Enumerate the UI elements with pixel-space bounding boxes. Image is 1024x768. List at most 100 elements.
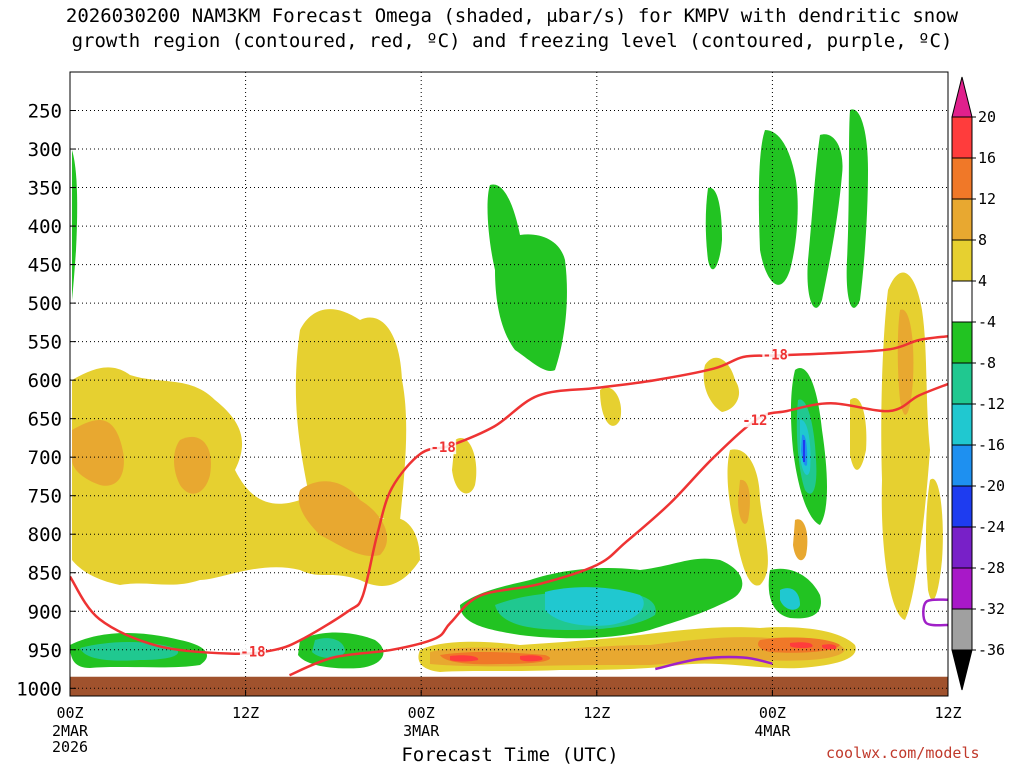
omega-region: [174, 436, 211, 494]
y-tick-label: 850: [28, 563, 62, 585]
credit-link[interactable]: coolwx.com/models: [826, 744, 980, 762]
colorbar-swatch: [951, 157, 973, 200]
plot-frame: [69, 71, 949, 697]
colorbar-swatch: [951, 280, 973, 323]
omega-region: [295, 309, 407, 520]
y-tick-label: 600: [28, 370, 62, 392]
y-tick-label: 500: [28, 293, 62, 315]
colorbar-bottom-arrow: [951, 649, 973, 691]
x-tick-label: 00Z: [56, 704, 83, 722]
colorbar-swatch: [951, 526, 973, 569]
omega-region: [703, 357, 740, 412]
omega-region: [600, 387, 622, 426]
y-tick-label: 250: [28, 101, 62, 123]
y-tick-label: 650: [28, 409, 62, 431]
omega-region: [705, 187, 722, 270]
contour-label: -18: [763, 348, 788, 364]
omega-region: [738, 479, 750, 524]
omega-region: [758, 130, 798, 285]
x-tick-label: 00Z: [759, 704, 786, 722]
colorbar-swatch: [951, 567, 973, 610]
colorbar: 20 16 12 8 4 -4 -8 -12 -16 -20 -24 -28 -32 -36: [951, 76, 1005, 691]
colorbar-label: 12: [978, 190, 996, 208]
omega-region: [487, 184, 567, 371]
omega-region: [80, 642, 179, 661]
contour-label-bg: [239, 643, 266, 659]
colorbar-label: -4: [978, 313, 996, 331]
omega-region: [790, 642, 813, 649]
colorbar-label: 20: [978, 108, 996, 126]
omega-region: [450, 655, 479, 662]
x-date-label: 4MAR: [754, 722, 791, 740]
y-tick-label: 350: [28, 178, 62, 200]
colorbar-swatch: [951, 608, 973, 651]
contour-label-bg: [741, 412, 768, 428]
y-tick-label: 750: [28, 486, 62, 508]
y-axis: 250 300 350 400 450 500 550 600 650 700 750 800 850 9…: [16, 101, 76, 700]
omega-region: [925, 478, 943, 600]
colorbar-swatch: [951, 444, 973, 487]
y-tick-label: 300: [28, 139, 62, 161]
omega-region: [452, 438, 477, 494]
colorbar-label: 4: [978, 272, 987, 290]
colorbar-label: -28: [978, 559, 1005, 577]
colorbar-label: 16: [978, 149, 996, 167]
y-tick-label: 950: [28, 640, 62, 662]
colorbar-swatch: [951, 198, 973, 241]
x-date-label: 2MAR: [52, 722, 89, 740]
y-tick-label: 450: [28, 255, 62, 277]
contour-label-bg: [430, 439, 457, 455]
omega-region: [881, 272, 930, 620]
colorbar-label: -36: [978, 641, 1005, 659]
omega-region: [803, 440, 805, 462]
x-axis-title: Forecast Time (UTC): [401, 744, 619, 766]
colorbar-swatch: [951, 239, 973, 282]
y-tick-label: 900: [28, 601, 62, 623]
title-line-1: 2026030200 NAM3KM Forecast Omega (shaded…: [65, 5, 959, 27]
x-date-label: 3MAR: [403, 722, 440, 740]
colorbar-swatch: [951, 116, 973, 159]
colorbar-label: 8: [978, 231, 987, 249]
omega-region: [312, 638, 345, 658]
omega-region: [545, 587, 644, 626]
contour-line: [922, 598, 948, 627]
chart-title: 2026030200 NAM3KM Forecast Omega (shaded…: [0, 4, 1024, 54]
colorbar-label: -8: [978, 354, 996, 372]
omega-region: [807, 134, 843, 308]
colorbar-swatch: [951, 321, 973, 364]
omega-region: [72, 420, 124, 486]
x-tick-label: 12Z: [232, 704, 259, 722]
x-tick-label: 00Z: [408, 704, 435, 722]
colorbar-swatch: [951, 362, 973, 405]
colorbar-label: -16: [978, 436, 1005, 454]
omega-region: [298, 481, 388, 556]
colorbar-label: -12: [978, 395, 1005, 413]
y-tick-label: 550: [28, 332, 62, 354]
y-tick-label: 1000: [16, 678, 62, 700]
title-line-2: growth region (contoured, red, ºC) and f…: [71, 30, 953, 52]
x-tick-label: 12Z: [934, 704, 961, 722]
colorbar-top-arrow: [951, 76, 973, 118]
colorbar-swatch: [951, 403, 973, 446]
contour-label-bg: [762, 346, 789, 362]
colorbar-swatch: [951, 485, 973, 528]
ground-fill: [70, 676, 948, 696]
colorbar-label: -32: [978, 600, 1005, 618]
contour-label: -18: [431, 440, 456, 456]
x-tick-label: 12Z: [583, 704, 610, 722]
omega-region: [897, 309, 914, 415]
omega-shading: [70, 109, 943, 672]
omega-region: [780, 588, 800, 610]
contour-labels: -18 -18 -18 -12: [239, 346, 789, 660]
ground-terrain: [70, 676, 948, 696]
contour-line: [289, 382, 948, 677]
omega-region: [822, 644, 837, 650]
colorbar-label: -20: [978, 477, 1005, 495]
contour-line: [655, 655, 773, 671]
omega-region: [846, 109, 868, 308]
colorbar-label: -24: [978, 518, 1005, 536]
omega-region: [793, 519, 808, 561]
y-tick-label: 700: [28, 447, 62, 469]
contour-label: -18: [240, 644, 265, 660]
